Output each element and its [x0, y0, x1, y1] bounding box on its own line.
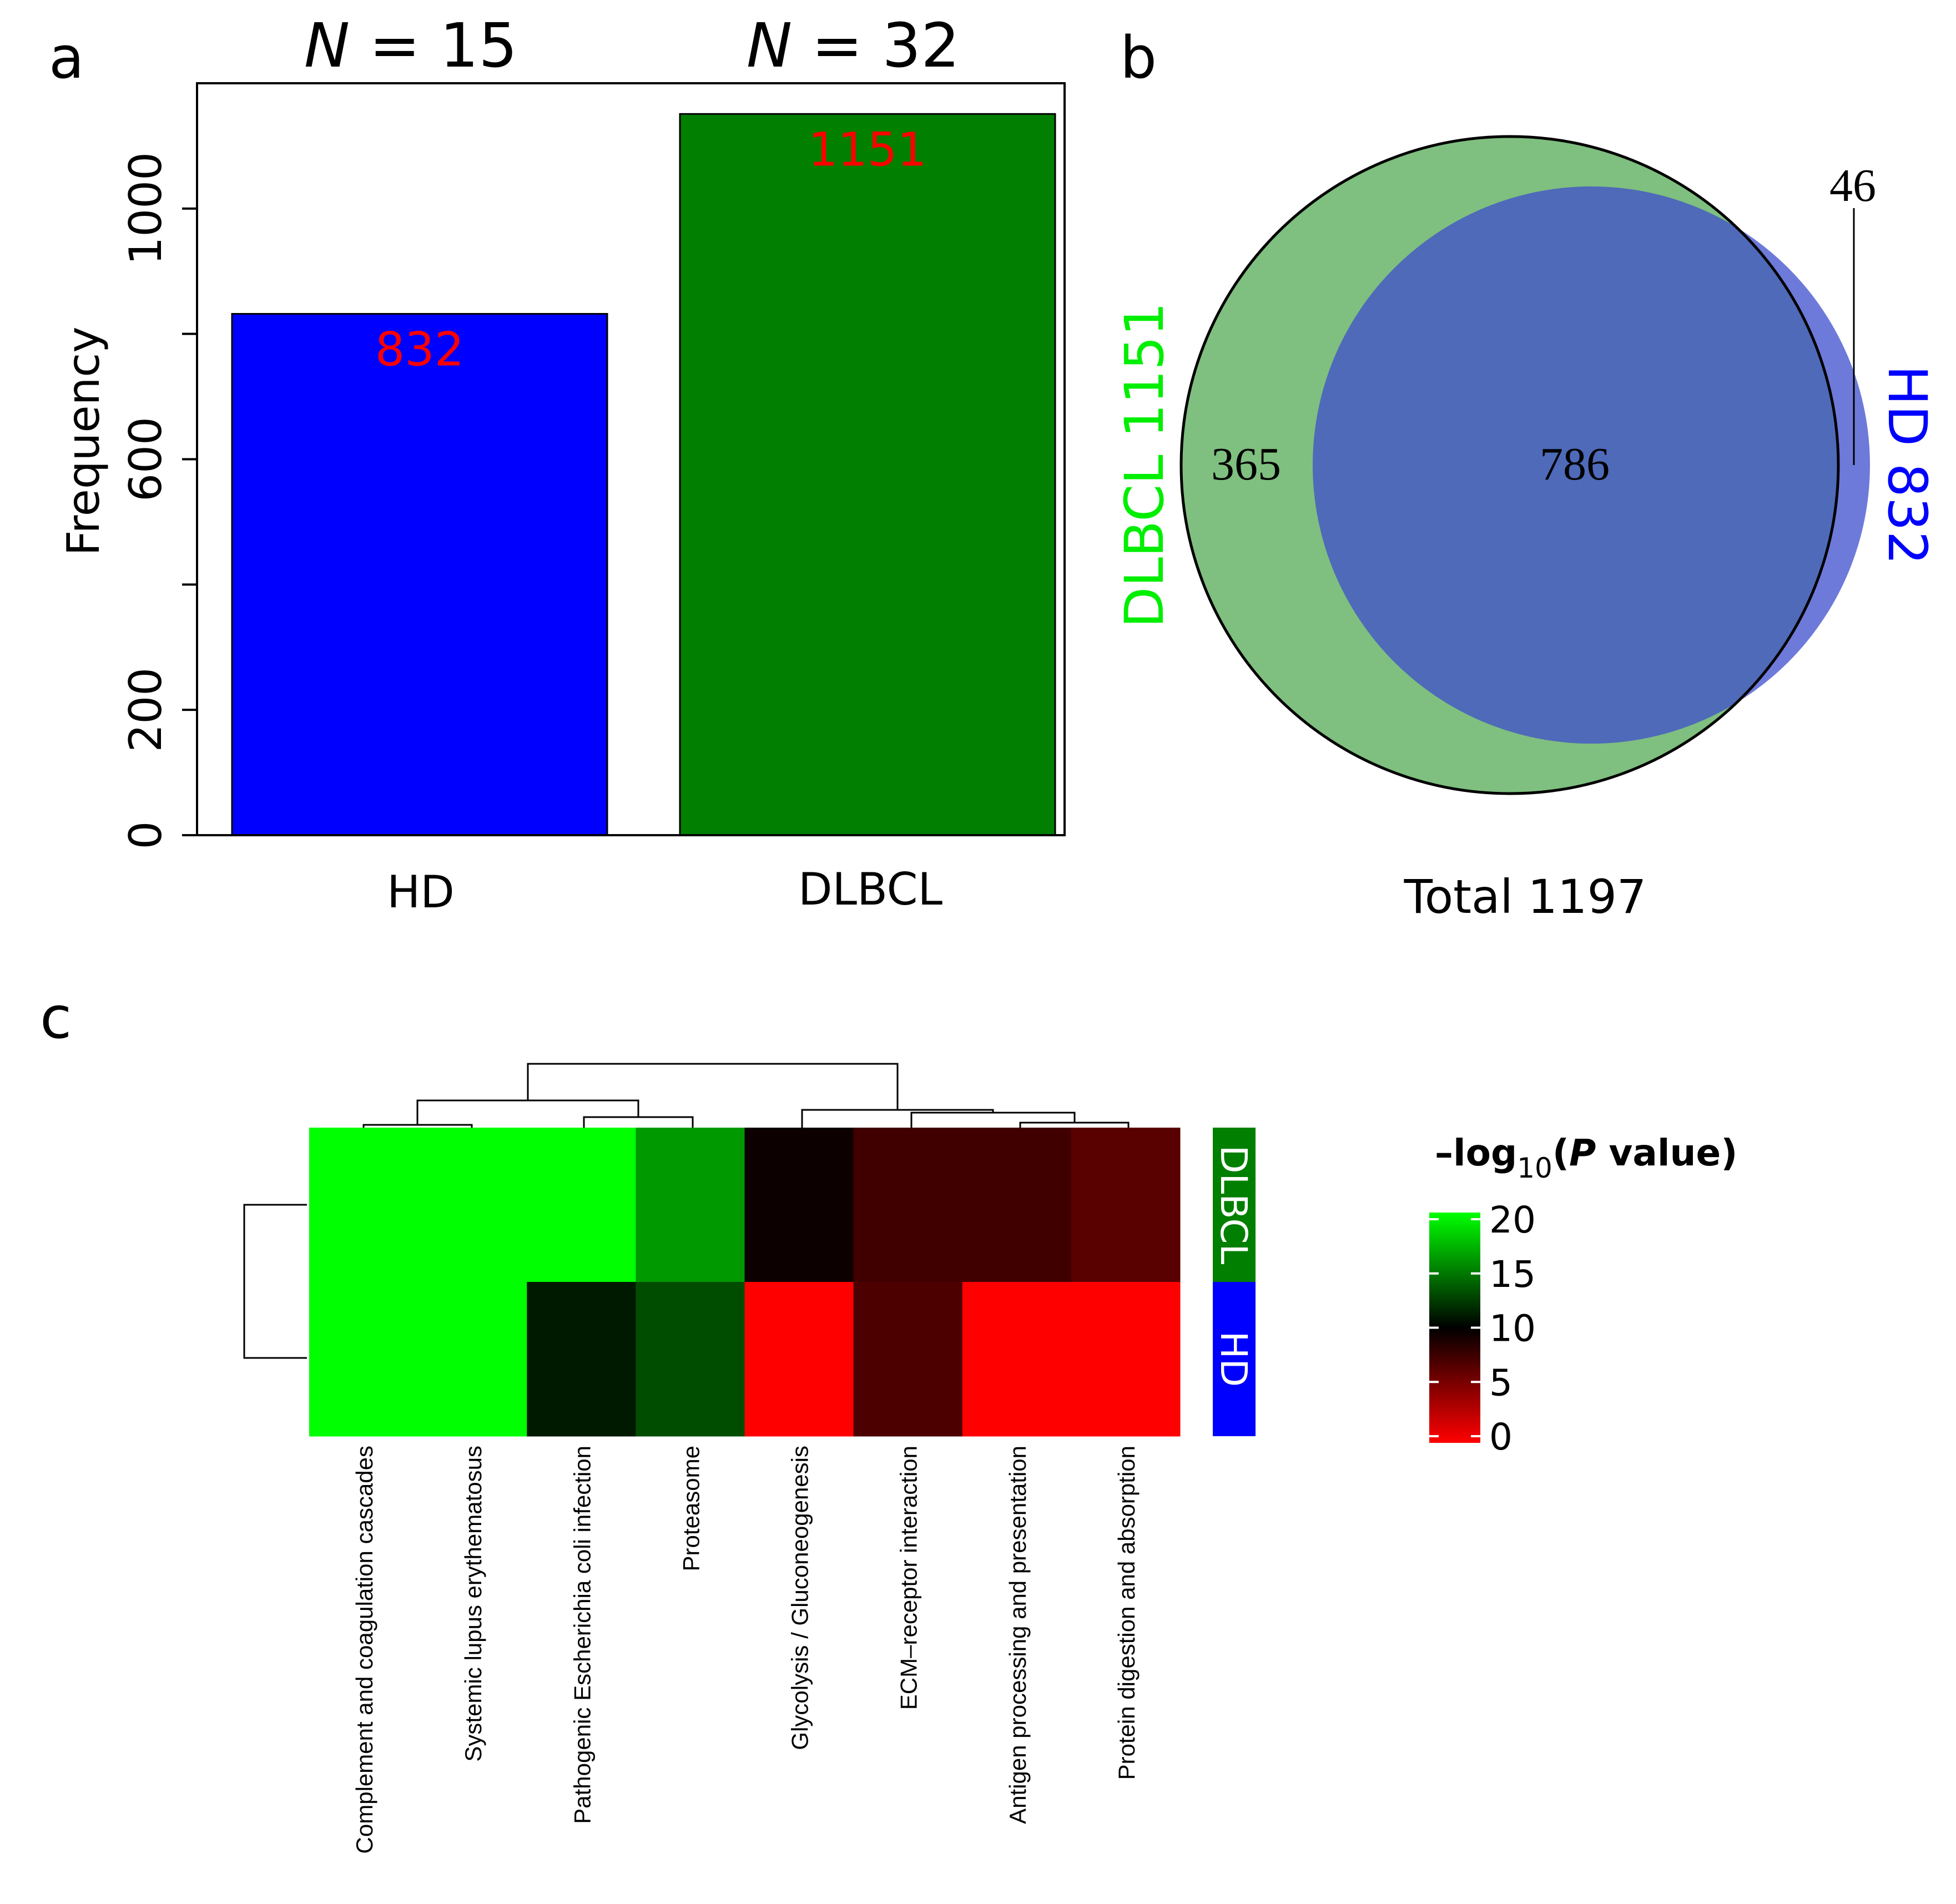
panel-label-a: a [49, 24, 84, 92]
group-title-dlbcl: N = 32 [747, 10, 960, 81]
heatmap-cell [962, 1282, 1072, 1437]
heatmap-cell [1071, 1282, 1181, 1437]
y-tick-label: 1000 [120, 152, 172, 265]
column-labels: Complement and coagulation cascades Syste… [351, 1446, 1140, 1854]
y-axis: 0 200 600 1000 [120, 152, 198, 850]
row-label-dlbcl: DLBCL [1212, 1145, 1255, 1265]
dendro-row-branch [243, 1204, 307, 1359]
y-tick-label: 0 [120, 821, 172, 850]
venn-circle-hd [1313, 186, 1870, 744]
column-label: Systemic lupus erythematosus [460, 1446, 486, 1762]
set-label-hd: HD 832 [1876, 365, 1938, 565]
group-title-dlbcl-n: N [747, 10, 792, 81]
legend-tick-label: 20 [1489, 1199, 1536, 1241]
venn-diagram-panel: b 365 786 46 DLBCL 1151 HD 832 Total 119… [1113, 24, 1938, 924]
legend-tick-label: 10 [1489, 1307, 1536, 1350]
heatmap-cell [1071, 1128, 1181, 1282]
group-title-hd-n: N [304, 10, 350, 81]
heatmap-cell [744, 1128, 854, 1282]
group-title-hd-rest: = 15 [350, 10, 517, 81]
legend-title-sub: 10 [1517, 1152, 1552, 1184]
heatmap-cells [309, 1128, 1181, 1437]
dendro-col-branch [527, 1063, 899, 1110]
column-label: Antigen processing and presentation [1005, 1446, 1031, 1824]
y-tick-label: 600 [120, 417, 172, 502]
column-dendrogram [362, 1063, 1130, 1128]
row-label-hd: HD [1212, 1331, 1255, 1387]
set-label-dlbcl: DLBCL 1151 [1113, 302, 1176, 628]
column-label: Protein digestion and absorption [1113, 1446, 1140, 1780]
heatmap-cell [636, 1128, 745, 1282]
bar-value-label-hd: 832 [375, 322, 464, 377]
y-axis-label: Frequency [58, 326, 109, 555]
heatmap-cell [853, 1128, 963, 1282]
bar-value-label-dlbcl: 1151 [808, 122, 927, 176]
legend-title-rest: value) [1596, 1132, 1737, 1174]
heatmap-panel: c DLBCL HD Complement and coagulation cas… [40, 984, 1737, 1854]
column-label: Complement and coagulation cascades [351, 1446, 377, 1854]
region-overlap-count: 786 [1540, 438, 1610, 490]
row-annotation: DLBCL HD [1212, 1128, 1256, 1436]
x-tick-label-hd: HD [387, 866, 455, 918]
legend-title-open: ( [1552, 1132, 1569, 1174]
row-color-dlbcl [1213, 1128, 1256, 1282]
legend-ticks: 0 5 10 15 20 [1429, 1199, 1536, 1458]
heatmap-cell [418, 1128, 527, 1282]
row-color-hd [1213, 1282, 1256, 1436]
heatmap-cell [418, 1282, 527, 1437]
legend-tick-label: 5 [1489, 1361, 1513, 1404]
column-label: Proteasome [678, 1446, 704, 1571]
region-hd-only-count: 46 [1829, 160, 1876, 211]
legend-title: –log10(P value) [1435, 1132, 1737, 1184]
legend-title-log: –log [1435, 1132, 1517, 1174]
group-title-hd: N = 15 [304, 10, 517, 81]
y-tick-label: 200 [120, 668, 172, 752]
heatmap-cell [853, 1282, 963, 1437]
column-label: Pathogenic Escherichia coli infection [569, 1446, 595, 1824]
panel-label-b: b [1120, 24, 1157, 92]
heatmap-cell [309, 1282, 419, 1437]
heatmap-cell [527, 1128, 636, 1282]
bars-layer: 832 1151 [231, 113, 1056, 836]
region-dlbcl-only-count: 365 [1211, 438, 1281, 490]
venn-circle-dlbcl-outline [1179, 135, 1840, 795]
venn-total-label: Total 1197 [1404, 870, 1647, 924]
x-tick-label-dlbcl: DLBCL [798, 863, 943, 915]
legend-tick-label: 0 [1489, 1416, 1513, 1458]
heatmap-cell [962, 1128, 1072, 1282]
heatmap-cell [309, 1128, 419, 1282]
column-label: ECM–receptor interaction [896, 1446, 922, 1710]
heatmap-cell [636, 1282, 745, 1437]
heatmap-cell [744, 1282, 854, 1437]
panel-label-c: c [40, 984, 72, 1052]
column-label: Glycolysis / Gluconeogenesis [787, 1446, 813, 1750]
group-title-dlbcl-rest: = 32 [792, 10, 960, 81]
bar-chart-panel: a 832 1151 0 200 600 1000 Frequency HD DLBCL… [49, 10, 1066, 918]
bar-hd [231, 313, 608, 836]
legend-tick-label: 15 [1489, 1253, 1536, 1296]
bar-dlbcl [679, 113, 1056, 836]
legend-title-p: P [1569, 1132, 1596, 1174]
heatmap-cell [527, 1282, 636, 1437]
row-dendrogram [243, 1204, 307, 1359]
